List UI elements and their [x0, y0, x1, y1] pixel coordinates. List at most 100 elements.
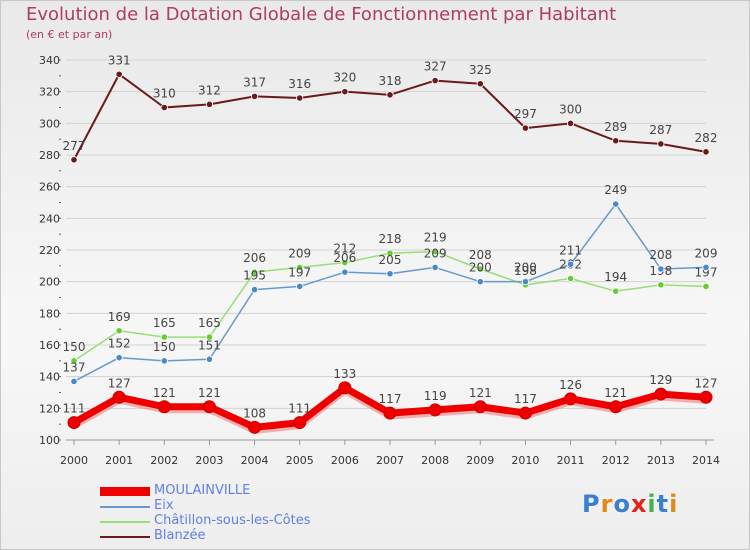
data-point [657, 265, 665, 273]
data-point [296, 94, 304, 102]
data-label: 208 [649, 248, 672, 262]
data-point [654, 387, 668, 401]
y-tick-label: 180 [39, 307, 60, 320]
data-point [248, 420, 262, 434]
data-label: 117 [379, 392, 402, 406]
data-point [250, 268, 259, 276]
data-point [612, 287, 620, 295]
legend-label: MOULAINVILLE [154, 483, 251, 498]
x-tick-label: 2012 [602, 454, 630, 467]
data-point [202, 400, 216, 414]
data-point [431, 263, 439, 272]
legend-swatch [100, 536, 150, 538]
data-label: 208 [469, 248, 492, 262]
legend-swatch [100, 506, 150, 508]
data-label: 165 [153, 316, 176, 330]
data-label: 209 [695, 246, 718, 260]
data-label: 127 [108, 376, 131, 390]
data-point [702, 148, 710, 156]
data-label: 165 [198, 316, 221, 330]
y-tick-label: 100 [39, 434, 60, 447]
logo-letter: P [582, 490, 601, 518]
data-label: 169 [108, 310, 131, 324]
x-tick-label: 2007 [376, 454, 404, 467]
data-point [702, 282, 710, 291]
data-point [566, 260, 575, 268]
data-point [296, 282, 304, 291]
data-label: 331 [108, 53, 131, 67]
data-label: 282 [695, 131, 718, 145]
series-line [73, 203, 707, 383]
data-point [160, 357, 168, 365]
data-label: 121 [469, 386, 492, 400]
data-label: 108 [243, 406, 266, 420]
x-tick-label: 2004 [241, 454, 269, 467]
y-tick-label: 140 [39, 371, 60, 384]
data-point [702, 263, 710, 272]
data-point [341, 268, 349, 276]
data-point [518, 406, 532, 420]
data-label: 121 [604, 386, 627, 400]
data-label: 320 [333, 71, 356, 85]
y-tick-label: 220 [39, 244, 60, 257]
x-tick-label: 2014 [692, 454, 720, 467]
data-label: 327 [424, 60, 447, 74]
data-point [566, 274, 575, 283]
data-label: 209 [424, 246, 447, 260]
data-point [112, 390, 126, 404]
data-label: 218 [379, 232, 402, 246]
data-label: 152 [108, 337, 131, 351]
data-label: 206 [333, 251, 356, 265]
data-label: 119 [424, 389, 447, 403]
data-label: 198 [514, 264, 537, 278]
data-label: 209 [288, 246, 311, 260]
logo-letter: o [613, 490, 631, 518]
data-point [431, 247, 439, 256]
y-tick-label: 320 [39, 86, 60, 99]
x-tick-label: 2006 [331, 454, 359, 467]
data-point [70, 377, 78, 386]
data-point [657, 140, 665, 148]
logo-letter: x [630, 490, 648, 518]
data-label: 297 [514, 107, 537, 121]
y-tick-label: 200 [39, 276, 60, 289]
data-point [115, 70, 123, 78]
data-point [431, 76, 439, 85]
logo-letter: t [656, 490, 670, 518]
data-label: 117 [514, 392, 537, 406]
x-tick-label: 2008 [421, 454, 449, 467]
data-point [699, 390, 713, 404]
data-point [160, 333, 168, 341]
data-label: 300 [559, 102, 582, 116]
data-label: 200 [469, 261, 492, 275]
data-label: 197 [288, 265, 311, 279]
x-tick-label: 2011 [557, 454, 585, 467]
data-point [428, 403, 442, 417]
logo-letter: r [600, 490, 614, 518]
y-tick-label: 120 [39, 402, 60, 415]
data-label: 150 [153, 340, 176, 354]
y-tick-label: 280 [39, 149, 60, 162]
data-label: 194 [604, 270, 627, 284]
chart-title: Evolution de la Dotation Globale de Fonc… [26, 4, 617, 25]
data-point [609, 400, 623, 414]
data-point [293, 416, 307, 430]
data-label: 195 [243, 269, 266, 283]
logo-letter: i [647, 490, 657, 518]
data-point [70, 357, 78, 365]
data-point [115, 327, 123, 335]
data-point [612, 200, 620, 208]
data-point [160, 103, 168, 112]
data-point [476, 278, 484, 286]
data-label: 318 [379, 74, 402, 88]
data-point [476, 265, 484, 273]
data-label: 121 [153, 386, 176, 400]
data-point [205, 333, 214, 341]
data-label: 287 [649, 123, 672, 137]
data-label: 111 [63, 402, 86, 416]
data-point [205, 100, 214, 108]
data-label: 129 [649, 373, 672, 387]
data-label: 197 [695, 265, 718, 279]
data-point [521, 124, 530, 132]
data-label: 200 [514, 261, 537, 275]
